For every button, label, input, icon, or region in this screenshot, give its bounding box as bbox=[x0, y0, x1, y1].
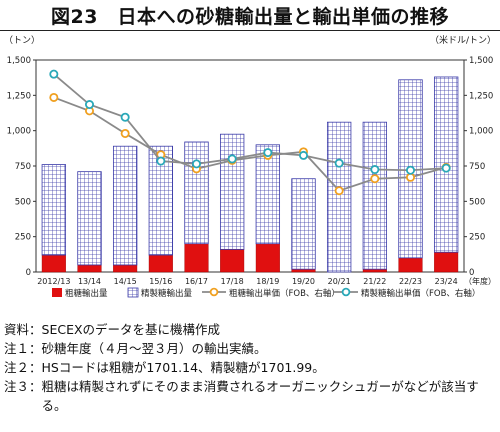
point-refined-sugar-price bbox=[334, 158, 344, 168]
title-bar: 図23 日本への砂糖輸出量と輸出単価の推移 bbox=[0, 0, 500, 31]
legend-label-refined-sugar-price: 精製糖輸出単価（FOB、右軸） bbox=[361, 288, 480, 299]
y-tick-label-right: 250 bbox=[469, 233, 485, 243]
y-tick-label-right: 1,500 bbox=[469, 56, 493, 66]
legend-marker-refined-sugar-price bbox=[341, 287, 351, 297]
y-tick-label-left: 500 bbox=[15, 197, 31, 207]
legend-label-raw-sugar: 粗糖輸出量 bbox=[65, 288, 108, 299]
legend-swatch-refined-sugar bbox=[127, 287, 139, 298]
point-raw-sugar-price bbox=[49, 92, 59, 102]
x-tick-label: 23/24 bbox=[435, 277, 458, 286]
point-raw-sugar-price bbox=[370, 174, 380, 184]
bar-refined-sugar bbox=[291, 178, 316, 270]
note-label: 注２： bbox=[4, 360, 42, 375]
y-tick-label-right: 1,000 bbox=[469, 127, 493, 137]
note-label: 注１： bbox=[4, 341, 42, 356]
y-tick-label-right: 0 bbox=[469, 268, 474, 278]
bar-raw-sugar bbox=[113, 264, 138, 273]
point-refined-sugar-price bbox=[263, 148, 273, 158]
note-3: 注３： 粗糖は精製されずにそのまま消費されるオーガニックシュガーがなどが該当する… bbox=[4, 377, 498, 415]
x-tick-label: 15/16 bbox=[149, 277, 172, 286]
bar-raw-sugar bbox=[291, 268, 316, 273]
bar-refined-sugar bbox=[326, 121, 352, 273]
point-refined-sugar-price bbox=[441, 163, 451, 173]
x-tick-label: 19/20 bbox=[292, 277, 315, 286]
y-tick-label-right: 500 bbox=[469, 197, 485, 207]
note-text: SECEXのデータを基に機構作成 bbox=[41, 322, 221, 337]
point-refined-sugar-price bbox=[370, 165, 380, 175]
bar-raw-sugar bbox=[77, 264, 102, 273]
y-axis-left-label: （トン） bbox=[4, 35, 40, 46]
legend-marker-raw-sugar-price bbox=[209, 287, 219, 297]
line-raw-sugar-price bbox=[53, 96, 447, 192]
bar-raw-sugar bbox=[41, 254, 66, 273]
x-tick-label: 21/22 bbox=[363, 277, 386, 286]
legend-label-raw-sugar-price: 粗糖輸出単価（FOB、右軸） bbox=[229, 288, 340, 299]
note-text: 粗糖は精製されずにそのまま消費されるオーガニックシュガーがなどが該当する。 bbox=[41, 379, 479, 413]
point-refined-sugar-price bbox=[298, 150, 308, 160]
point-raw-sugar-price bbox=[405, 172, 415, 182]
point-refined-sugar-price bbox=[156, 156, 166, 166]
chart-title: 図23 日本への砂糖輸出量と輸出単価の推移 bbox=[51, 6, 449, 28]
bar-refined-sugar bbox=[41, 164, 67, 256]
bar-refined-sugar bbox=[255, 144, 281, 245]
bar-raw-sugar bbox=[148, 254, 173, 273]
y-tick-label-left: 1,250 bbox=[7, 91, 31, 101]
bar-raw-sugar bbox=[362, 268, 387, 273]
note-text: 砂糖年度（４月～翌３月）の輸出実績。 bbox=[41, 341, 267, 356]
bar-refined-sugar bbox=[77, 171, 102, 266]
point-refined-sugar-price bbox=[227, 154, 237, 164]
notes: 資料： SECEXのデータを基に機構作成 注１： 砂糖年度（４月～翌３月）の輸出… bbox=[4, 320, 498, 415]
point-refined-sugar-price bbox=[85, 100, 95, 110]
y-tick-label-left: 750 bbox=[15, 162, 31, 172]
legend-swatch-raw-sugar bbox=[52, 288, 62, 297]
y-tick-label-left: 250 bbox=[15, 233, 31, 243]
bar-raw-sugar bbox=[398, 257, 423, 273]
x-axis-label: （年度） bbox=[464, 276, 496, 286]
bar-refined-sugar bbox=[184, 141, 209, 245]
chart: （トン） （米ドル/トン） 0 0 250 250 500 500 750 750 1,000 1,0… bbox=[4, 34, 496, 299]
y-tick-label-left: 1,000 bbox=[7, 127, 31, 137]
note-1: 注１： 砂糖年度（４月～翌３月）の輸出実績。 bbox=[4, 339, 498, 358]
point-refined-sugar-price bbox=[120, 112, 130, 122]
point-refined-sugar-price bbox=[191, 159, 201, 169]
x-tick-label: 17/18 bbox=[221, 277, 244, 286]
x-tick-label: 16/17 bbox=[185, 277, 208, 286]
line-refined-sugar-price bbox=[53, 73, 447, 172]
x-tick-label: 2012/13 bbox=[37, 277, 70, 286]
legend-label-refined-sugar: 精製糖輸出量 bbox=[141, 288, 193, 299]
x-tick-label: 20/21 bbox=[328, 277, 351, 286]
point-refined-sugar-price bbox=[405, 165, 415, 175]
note-label: 注３： bbox=[4, 379, 42, 394]
bar-raw-sugar bbox=[184, 243, 209, 273]
x-tick-label: 13/14 bbox=[78, 277, 101, 286]
point-raw-sugar-price bbox=[334, 186, 344, 196]
x-tick-label: 18/19 bbox=[256, 277, 279, 286]
note-2: 注２： HSコードは粗糖が1701.14、精製糖が1701.99。 bbox=[4, 358, 498, 377]
point-raw-sugar-price bbox=[120, 128, 130, 138]
x-tick-label: 14/15 bbox=[114, 277, 137, 286]
y-tick-label-left: 0 bbox=[26, 268, 31, 278]
point-refined-sugar-price bbox=[49, 69, 59, 79]
note-text: HSコードは粗糖が1701.14、精製糖が1701.99。 bbox=[41, 360, 325, 375]
bar-refined-sugar bbox=[112, 145, 138, 266]
note-source: 資料： SECEXのデータを基に機構作成 bbox=[4, 320, 498, 339]
bar-refined-sugar bbox=[148, 145, 174, 256]
y-axis-right-label: （米ドル/トン） bbox=[430, 34, 496, 46]
x-tick-label: 22/23 bbox=[399, 277, 422, 286]
bar-raw-sugar bbox=[255, 243, 280, 273]
bar-raw-sugar bbox=[220, 249, 245, 273]
bar-refined-sugar bbox=[362, 121, 388, 270]
note-label: 資料： bbox=[4, 322, 42, 337]
y-tick-label-left: 1,500 bbox=[7, 56, 31, 66]
y-tick-label-right: 750 bbox=[469, 162, 485, 172]
bar-refined-sugar bbox=[219, 133, 245, 250]
y-tick-label-right: 1,250 bbox=[469, 91, 493, 101]
bar-raw-sugar bbox=[434, 251, 459, 273]
